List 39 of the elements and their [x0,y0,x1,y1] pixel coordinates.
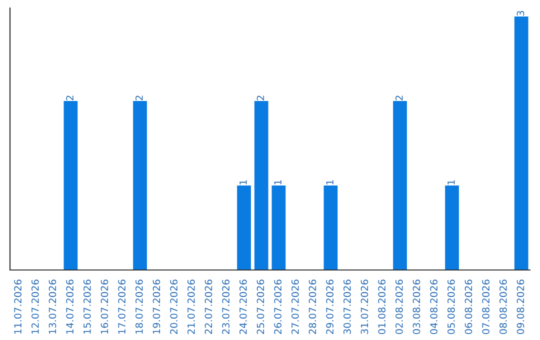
x-tick-label: 19.07.2026 [152,280,160,334]
x-tick-label: 09.08.2026 [516,280,524,334]
x-tick-label: 26.07.2026 [274,280,282,334]
x-tick-label: 15.07.2026 [83,280,91,334]
x-tick-label: 08.08.2026 [499,280,507,334]
x-tick-label: 05.08.2026 [447,280,455,334]
x-tick-label: 02.08.2026 [395,280,403,334]
x-tick-label: 23.07.2026 [222,280,230,334]
x-tick-label: 22.07.2026 [204,280,212,334]
x-tick-label: 29.07.2026 [326,280,334,334]
x-tick-label: 21.07.2026 [187,280,195,334]
x-tick-label: 01.08.2026 [378,280,386,334]
x-tick-label: 30.07.2026 [343,280,351,334]
data-label: 3 [516,11,524,16]
x-tick-label: 17.07.2026 [118,280,126,334]
x-tick-label: 04.08.2026 [430,280,438,334]
data-label: 2 [395,96,403,100]
data-label: 2 [66,96,74,100]
x-tick-label: 12.07.2026 [31,280,39,334]
x-tick-label: 31.07.2026 [360,280,368,334]
x-tick-label: 16.07.2026 [100,280,108,334]
data-label: 2 [135,96,143,100]
data-label: 1 [448,180,455,184]
x-tick-label: 25.07.2026 [256,280,264,334]
x-tick-label: 28.07.2026 [308,280,316,334]
x-tick-label: 11.07.2026 [14,280,22,334]
x-tick-label: 06.08.2026 [464,280,472,334]
data-label: 1 [326,180,334,184]
x-tick-label: 20.07.2026 [170,280,178,334]
x-tick-label: 07.08.2026 [482,280,490,334]
x-tick-label: 27.07.2026 [291,280,299,334]
data-label: 1 [240,180,247,184]
data-label: 1 [274,180,282,184]
data-label: 2 [256,96,264,100]
x-tick-label: 24.07.2026 [239,280,247,334]
x-tick-label: 18.07.2026 [135,280,143,334]
x-tick-label: 13.07.2026 [48,280,56,334]
x-tick-label: 03.08.2026 [412,280,420,334]
x-tick-label: 14.07.2026 [66,280,74,334]
